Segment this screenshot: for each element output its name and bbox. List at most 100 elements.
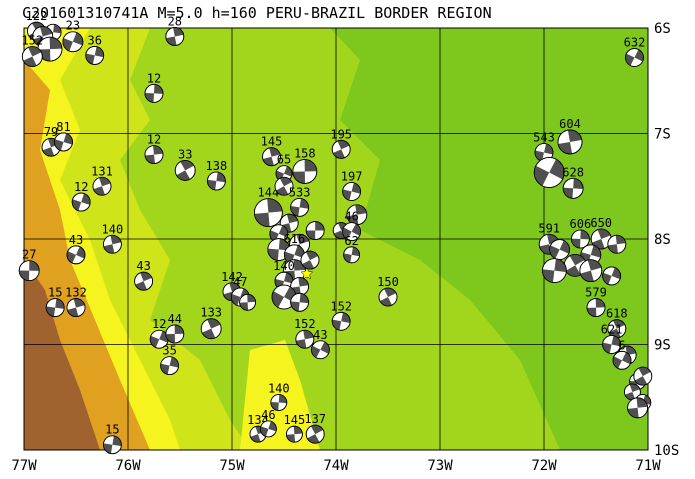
depth-label: 27 [22, 248, 36, 262]
depth-label: 543 [533, 130, 555, 144]
longitude-label: 72W [531, 458, 557, 474]
compression-quadrant [46, 306, 56, 317]
depth-label: 138 [206, 159, 228, 173]
compression-quadrant [611, 335, 621, 347]
latitude-label: 6S [654, 21, 671, 37]
beachball-rim [602, 335, 621, 354]
compression-quadrant [534, 165, 550, 186]
focal-mechanism-beachball: 579 [585, 286, 607, 317]
depth-label: 46 [261, 408, 275, 422]
beachball-rim [285, 425, 303, 443]
beachball-rim [342, 222, 362, 242]
depth-label: 12 [74, 180, 88, 194]
compression-quadrant [311, 345, 321, 358]
focal-mechanism-beachball: 140 [102, 222, 124, 254]
depth-label: 132 [65, 286, 87, 300]
focal-mechanism-beachball: 158 [292, 146, 318, 184]
depth-label: 43 [313, 328, 327, 342]
compression-quadrant [595, 298, 605, 308]
compression-quadrant [216, 172, 226, 183]
beachball-rim [144, 145, 164, 165]
beachball-rim [274, 176, 294, 196]
compression-quadrant [23, 56, 37, 67]
depth-label: 533 [289, 185, 311, 199]
compression-quadrant [612, 319, 625, 329]
focal-mechanism-beachball: 46 [342, 210, 362, 242]
beachball-rim [579, 259, 603, 283]
compression-quadrant [298, 277, 309, 287]
compression-quadrant [85, 53, 95, 65]
compression-quadrant [535, 150, 544, 162]
compression-quadrant [94, 46, 104, 58]
beachball-rim [160, 356, 180, 376]
compression-quadrant [295, 339, 307, 349]
depth-label: 133 [200, 306, 222, 320]
compression-quadrant [154, 84, 164, 94]
focal-mechanism-beachball [269, 224, 289, 244]
beachball-rim [165, 324, 185, 344]
compression-quadrant [580, 230, 590, 240]
focal-mechanism-beachball: 6 [612, 338, 632, 370]
depth-label: 650 [590, 216, 612, 230]
depth-label: 62 [344, 234, 358, 248]
depth-label: 46 [344, 210, 358, 224]
beachball-rim [562, 177, 584, 199]
mountain-brown-area [24, 260, 100, 450]
beachball-rim [21, 46, 43, 67]
beachball-rim [542, 258, 567, 284]
focal-mechanism-beachball [542, 258, 567, 284]
depth-label: 606 [570, 217, 592, 231]
compression-quadrant [558, 141, 573, 154]
beachball-rim [239, 293, 257, 311]
focal-mechanism-beachball: 628 [562, 165, 584, 199]
beachball-rim [165, 27, 185, 46]
compression-quadrant [571, 238, 581, 248]
depth-label: 6 [618, 338, 625, 352]
compression-quadrant [55, 298, 65, 309]
compression-quadrant [28, 46, 42, 57]
compression-quadrant [615, 235, 626, 245]
beachball-rim [45, 298, 65, 317]
depth-label: 140 [102, 222, 124, 236]
focal-mechanism-beachball: 43 [134, 259, 154, 291]
focal-mechanism-beachball: 197 [341, 170, 362, 201]
depth-label: 150 [377, 275, 399, 289]
compression-quadrant [612, 356, 622, 369]
focal-mechanism-beachball: 23 [62, 19, 84, 53]
compression-quadrant [299, 198, 309, 209]
focal-mechanism-beachball: 12 [144, 133, 164, 165]
focal-mechanism-beachball: 33 [174, 147, 196, 181]
longitude-label: 77W [11, 458, 37, 474]
focal-mechanism-beachball: 140 [273, 259, 295, 291]
longitude-label: 76W [115, 458, 141, 474]
beachball-rim [270, 394, 288, 411]
beachball-rim [305, 221, 325, 240]
compression-quadrant [332, 319, 342, 331]
compression-quadrant [103, 443, 113, 454]
focal-mechanism-beachball: 131 [91, 164, 113, 196]
longitude-label: 75W [219, 458, 245, 474]
compression-quadrant [103, 244, 115, 254]
compression-quadrant [169, 356, 179, 368]
compression-quadrant [355, 204, 367, 215]
focal-mechanism-beachball: 133 [200, 306, 222, 340]
depth-label: 591 [538, 221, 560, 235]
compression-quadrant [278, 225, 288, 238]
depth-label: 35 [162, 344, 176, 358]
compression-quadrant [310, 425, 324, 435]
focal-mechanism-beachball [274, 176, 294, 196]
depth-label: 44 [168, 312, 182, 326]
compression-quadrant [384, 288, 397, 298]
beachball-rim [305, 424, 325, 444]
compression-quadrant [267, 198, 283, 213]
focal-mechanism-beachball [239, 293, 257, 311]
beachball-rim [533, 157, 565, 188]
compression-quadrant [287, 214, 298, 224]
focal-mechanism-beachball: 152 [21, 33, 43, 67]
compression-quadrant [31, 22, 45, 32]
compression-quadrant [290, 205, 300, 217]
beachball-rim [134, 271, 154, 291]
depth-label: 79 [44, 125, 58, 139]
compression-quadrant [559, 240, 570, 254]
compression-quadrant [636, 397, 648, 408]
